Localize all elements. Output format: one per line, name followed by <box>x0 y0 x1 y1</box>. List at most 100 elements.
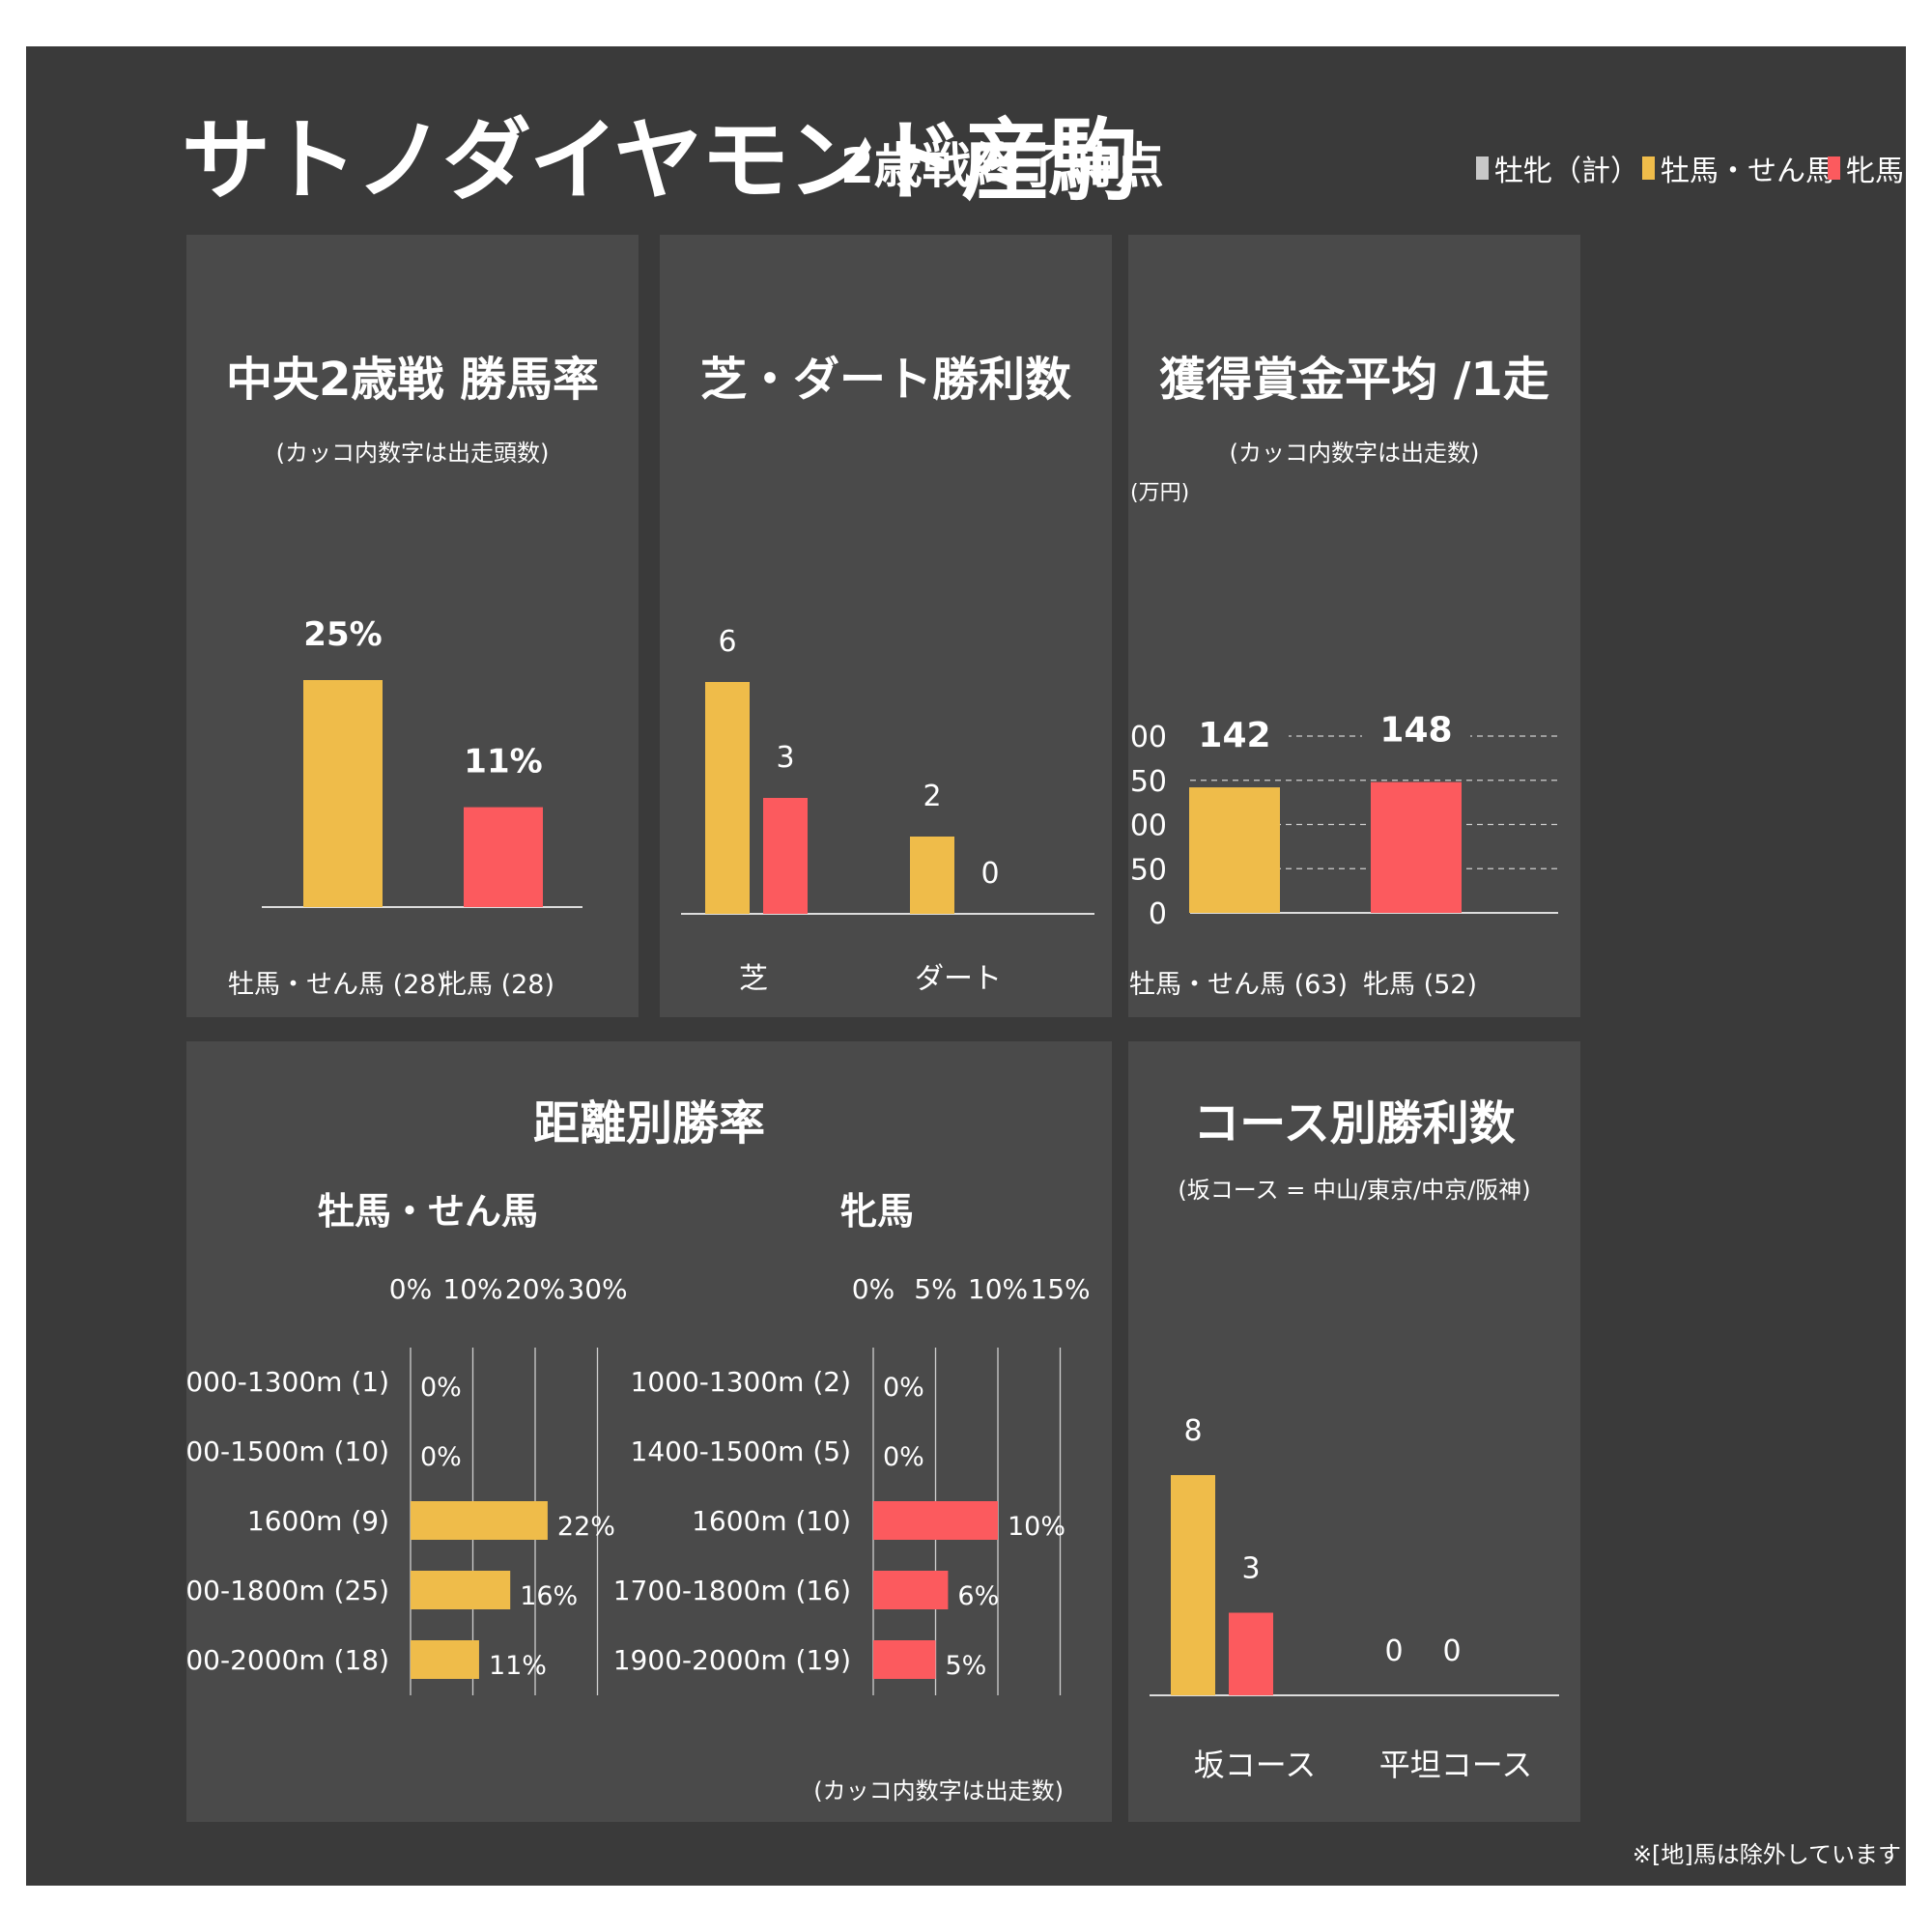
panel-prize-average: 獲得賞金平均 /1走 (カッコ内数字は出走数) (万円) 0 50 100 150 200… <box>1128 235 1580 1017</box>
y-tick-label: 100 <box>1128 810 1167 843</box>
x-tick-label: 0% <box>852 1273 895 1305</box>
bar <box>303 680 383 907</box>
x-tick-label: 5% <box>914 1273 956 1305</box>
panel-subtitle: (坂コース = 中山/東京/中京/阪神) <box>1178 1177 1531 1204</box>
y-axis-unit-label: (万円) <box>1130 481 1189 505</box>
data-label: 25% <box>303 615 382 654</box>
legend-item-male: 牡馬・せん馬 <box>1642 147 1834 189</box>
panel-distance-win-rate: 距離別勝率 牡馬・せん馬 牝馬 (カッコ内数字は出走数) 0% 10% 20% 30%… <box>186 1041 1112 1822</box>
data-label: 16% <box>520 1581 578 1611</box>
x-tick-label: 平坦コース <box>1379 1747 1532 1783</box>
x-tick-label: 牝馬 (52) <box>1363 970 1477 1000</box>
bar <box>1189 787 1280 913</box>
y-tick-label: 150 <box>1128 765 1167 799</box>
x-tick-label: 30% <box>567 1273 627 1305</box>
x-tick-label: 20% <box>505 1273 565 1305</box>
panel-course-wins: コース別勝利数 (坂コース = 中山/東京/中京/阪神) 8 0 3 0 坂コース 平坦コ… <box>1128 1041 1580 1822</box>
bar <box>1371 781 1462 913</box>
distance-note: (カッコ内数字は出走数) <box>813 1777 1064 1804</box>
bar <box>873 1640 936 1679</box>
data-label: 6% <box>957 1581 999 1611</box>
legend-label-all: 牡牝（計） <box>1494 155 1639 188</box>
data-label: 22% <box>557 1512 615 1542</box>
turf-dirt-chart: 6 2 3 0 芝 ダート <box>681 625 1094 996</box>
data-label: 3 <box>1241 1552 1260 1586</box>
bar <box>873 1501 998 1540</box>
data-label: 10% <box>1008 1512 1065 1542</box>
x-tick-label: 0% <box>389 1273 432 1305</box>
y-tick-label: 1600m (10) <box>692 1505 851 1537</box>
panel-subtitle: (カッコ内数字は出走頭数) <box>275 440 550 467</box>
win-horse-rate-chart: 25% 牡馬・せん馬 (28) 11% 牝馬 (28) <box>228 615 582 1000</box>
panel-title: 獲得賞金平均 /1走 <box>1159 353 1549 407</box>
data-label: 3 <box>776 741 794 775</box>
bar <box>464 807 543 907</box>
data-label: 0 <box>1442 1634 1461 1668</box>
y-tick-label: 1400-1500m (10) <box>186 1435 389 1467</box>
legend-swatch-male <box>1642 156 1655 180</box>
footnote: ※[地]馬は除外しています <box>1632 1841 1901 1868</box>
panel-turf-dirt-wins: 芝・ダート勝利数 6 2 3 0 芝 ダート <box>660 235 1112 1017</box>
bar <box>705 682 750 914</box>
data-label: 0% <box>420 1442 462 1472</box>
bar <box>411 1571 511 1609</box>
bar <box>873 1571 949 1609</box>
y-tick-label: 1900-2000m (19) <box>613 1644 851 1676</box>
y-tick-label: 1000-1300m (2) <box>631 1366 851 1398</box>
data-label: 0% <box>420 1373 462 1403</box>
data-label: 5% <box>946 1651 987 1681</box>
data-label: 0 <box>1384 1634 1403 1668</box>
bar <box>411 1640 479 1679</box>
x-tick-label: 10% <box>442 1273 502 1305</box>
x-tick-label: 芝 <box>739 962 768 996</box>
data-label: 11% <box>464 743 542 781</box>
x-tick-label: 牡馬・せん馬 (63) <box>1129 970 1348 1000</box>
data-label: 2 <box>923 780 941 813</box>
x-tick-label: 坂コース <box>1194 1747 1316 1783</box>
legend-swatch-female <box>1828 156 1840 180</box>
course-chart: 8 0 3 0 坂コース 平坦コース <box>1150 1414 1559 1783</box>
y-tick-label: 1700-1800m (25) <box>186 1575 389 1606</box>
legend-item-all: 牡牝（計） <box>1476 147 1639 189</box>
bar <box>763 798 808 914</box>
panel-subtitle: (カッコ内数字は出走数) <box>1229 440 1480 467</box>
legend-label-male: 牡馬・せん馬 <box>1661 155 1834 188</box>
legend-label-female: 牝馬 <box>1846 155 1904 188</box>
data-label: 8 <box>1183 1414 1202 1448</box>
data-label: 0% <box>883 1373 924 1403</box>
bar <box>910 837 954 914</box>
legend-item-female: 牝馬 <box>1828 147 1904 189</box>
main-title: サトノダイヤモンド産駒 <box>182 109 1137 213</box>
panel-title: 距離別勝率 <box>532 1096 765 1151</box>
y-tick-label: 1000-1300m (1) <box>186 1366 389 1398</box>
data-label: 0 <box>980 857 999 891</box>
data-label: 0% <box>883 1442 924 1472</box>
x-tick-label: 15% <box>1030 1273 1090 1305</box>
panel-title: 中央2歳戦 勝馬率 <box>225 353 600 407</box>
panel-title: 芝・ダート勝利数 <box>699 353 1071 407</box>
legend-swatch-all <box>1476 156 1489 180</box>
x-tick-label: 牝馬 (28) <box>440 970 554 1000</box>
y-tick-label: 1400-1500m (5) <box>631 1435 851 1467</box>
y-tick-label: 200 <box>1128 721 1167 754</box>
x-tick-label: ダート <box>915 962 1002 996</box>
y-tick-label: 0 <box>1149 897 1167 931</box>
main-subtitle: 2歳戦終了時点 <box>840 138 1164 194</box>
prize-chart: (万円) 0 50 100 150 200 142 牡馬・せん馬 (63) 148 牝馬 (52) <box>1128 481 1558 1000</box>
bar <box>1171 1475 1215 1695</box>
data-label: 6 <box>718 625 736 659</box>
male-subpanel-title: 牡馬・せん馬 <box>317 1190 538 1233</box>
data-label-background <box>1180 710 1289 771</box>
data-label: 142 <box>1198 716 1270 755</box>
female-subpanel-title: 牝馬 <box>839 1190 914 1233</box>
y-tick-label: 1700-1800m (16) <box>613 1575 851 1606</box>
x-tick-label: 牡馬・せん馬 (28) <box>228 970 446 1000</box>
panel-title: コース別勝利数 <box>1193 1096 1516 1151</box>
data-label: 11% <box>489 1651 547 1681</box>
x-tick-label: 10% <box>968 1273 1028 1305</box>
data-label: 148 <box>1379 711 1452 751</box>
bar <box>1229 1612 1273 1695</box>
bar <box>411 1501 548 1540</box>
y-tick-label: 50 <box>1130 853 1167 887</box>
panel-win-horse-rate: 中央2歳戦 勝馬率 (カッコ内数字は出走頭数) 25% 牡馬・せん馬 (28) 11… <box>186 235 639 1017</box>
